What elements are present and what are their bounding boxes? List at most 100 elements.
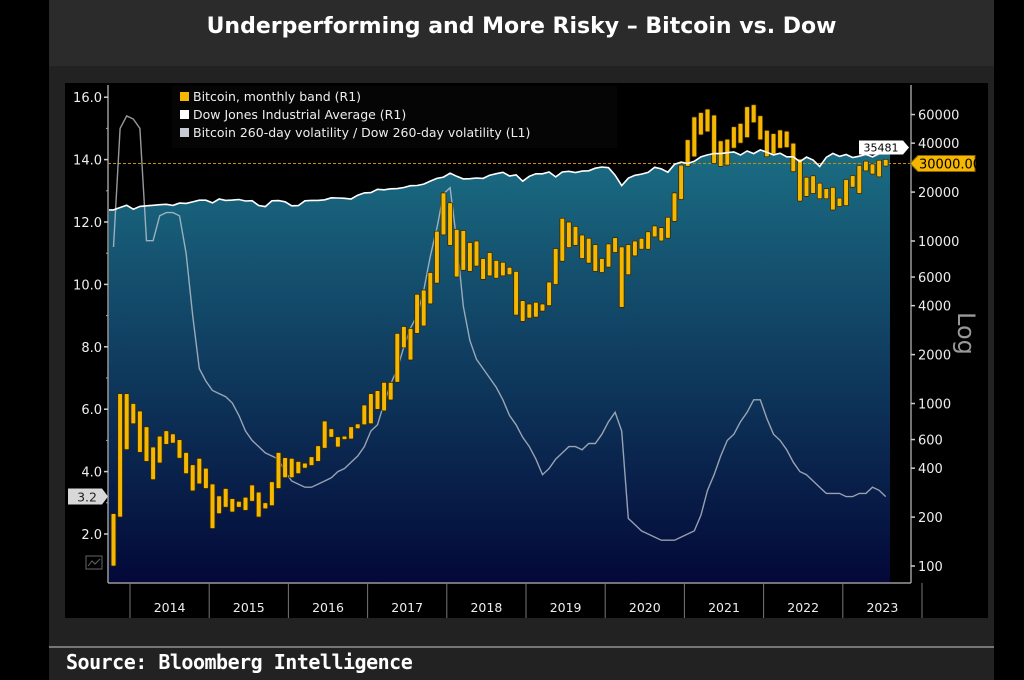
bitcoin-band [830, 186, 836, 211]
bitcoin-band [836, 197, 843, 207]
bitcoin-band [876, 159, 882, 178]
bitcoin-band [467, 242, 473, 272]
bitcoin-band [770, 133, 777, 155]
bitcoin-band [810, 175, 816, 194]
bitcoin-band [216, 495, 222, 515]
bitcoin-band [559, 217, 566, 262]
bitcoin-band [361, 404, 368, 426]
bitcoin-band [658, 227, 665, 242]
bitcoin-band [302, 462, 308, 469]
right-tick-label: 10000 [918, 235, 959, 250]
bitcoin-band [453, 228, 460, 278]
bitcoin-band [539, 303, 546, 312]
x-tick-label: 2014 [154, 600, 186, 615]
bitcoin-band [665, 216, 671, 239]
bitcoin-band [797, 158, 803, 202]
bitcoin-band [374, 390, 381, 410]
right-tick-label: 400 [918, 462, 943, 477]
bitcoin-band [420, 289, 427, 327]
bitcoin-band [222, 488, 229, 508]
bitcoin-band [321, 420, 328, 449]
bitcoin-band [764, 129, 770, 158]
divider [49, 646, 994, 648]
bitcoin-band [605, 243, 612, 268]
legend-item-bitcoin[interactable]: Bitcoin, monthly band (R1) [180, 89, 361, 104]
dow-last-value-box [859, 140, 909, 155]
x-tick-label: 2021 [708, 600, 740, 615]
bitcoin-band [869, 163, 876, 175]
bitcoin-band [176, 439, 183, 459]
bitcoin-band [335, 436, 341, 448]
bitcoin-band [526, 303, 533, 319]
bitcoin-band [282, 457, 288, 478]
bitcoin-band [737, 123, 744, 144]
bitcoin-band [308, 456, 315, 466]
volatility-last-value-label: 3.2 [77, 490, 97, 505]
source-note: Source: Bloomberg Intelligence [66, 650, 413, 674]
bitcoin-band [882, 158, 889, 167]
bitcoin-band [480, 258, 486, 280]
bitcoin-band [269, 481, 275, 507]
bitcoin-band [856, 164, 863, 194]
right-tick-label: 20000 [918, 186, 959, 201]
bitcoin-last-value-label: 30000.00 [919, 157, 981, 172]
volatility-last-value-box [68, 488, 108, 505]
x-tick-label: 2015 [233, 600, 265, 615]
legend-item-dow[interactable]: Dow Jones Industrial Average (R1) [180, 107, 406, 122]
right-tick-label: 40000 [918, 137, 959, 152]
left-tick-label: 6.0 [81, 403, 102, 418]
bitcoin-band [150, 446, 156, 481]
left-tick-label: 12.0 [73, 216, 102, 231]
bitcoin-band [711, 114, 717, 164]
bitcoin-band [295, 461, 302, 475]
bitcoin-band [473, 240, 480, 267]
volatility-line [112, 114, 887, 541]
axis-labels: 16.0 14.0 12.0 10.0 8.0 6.0 4.0 2.0 60000 40000 20… [68, 91, 981, 615]
bitcoin-band [328, 428, 335, 438]
chart-type-icon-frame [85, 555, 103, 570]
bitcoin-band [381, 381, 387, 412]
left-tick-label: 10.0 [73, 278, 102, 293]
x-tick-label: 2016 [312, 600, 344, 615]
bitcoin-band [863, 160, 869, 172]
chart-type-icon-line [87, 558, 101, 567]
bitcoin-band [572, 225, 579, 246]
bitcoin-band [368, 393, 374, 425]
legend-label: Dow Jones Industrial Average (R1) [193, 107, 407, 122]
left-tick-label: 16.0 [73, 91, 102, 106]
bitcoin-band [777, 129, 783, 149]
title-bar [49, 0, 994, 66]
bitcoin-band [843, 179, 849, 207]
right-tick-label: 600 [918, 434, 943, 449]
legend-item-volatility[interactable]: Bitcoin 260-day volatility / Dow 260-day… [180, 125, 530, 140]
bitcoin-band [236, 500, 242, 508]
dow-line [109, 149, 890, 211]
bitcoin-band [618, 246, 625, 308]
dow-area [108, 149, 890, 583]
bitcoin-band [566, 221, 572, 249]
dow-series [109, 149, 890, 211]
volatility-series [112, 114, 887, 541]
right-tick-label: 2000 [918, 349, 951, 364]
bitcoin-band [645, 231, 651, 250]
bitcoin-band [671, 192, 678, 222]
right-tick-label: 100 [918, 560, 943, 575]
dow-area-fill [108, 149, 890, 583]
chart-type-icon [85, 555, 103, 570]
bitcoin-band [849, 175, 856, 188]
bitcoin-band [275, 452, 282, 489]
left-tick-label: 4.0 [81, 466, 102, 481]
bitcoin-band [249, 484, 255, 502]
bitcoin-band [460, 230, 467, 271]
bitcoin-band [407, 327, 414, 361]
bitcoin-band [592, 244, 599, 272]
bitcoin-band [698, 112, 704, 136]
bitcoin-band [513, 271, 519, 316]
bitcoin-band [130, 403, 137, 425]
right-axis-title: Log [952, 312, 980, 355]
bitcoin-band [519, 300, 526, 322]
bitcoin-band [203, 467, 209, 489]
bitcoin-band [506, 266, 513, 276]
bitcoin-band [783, 130, 790, 148]
